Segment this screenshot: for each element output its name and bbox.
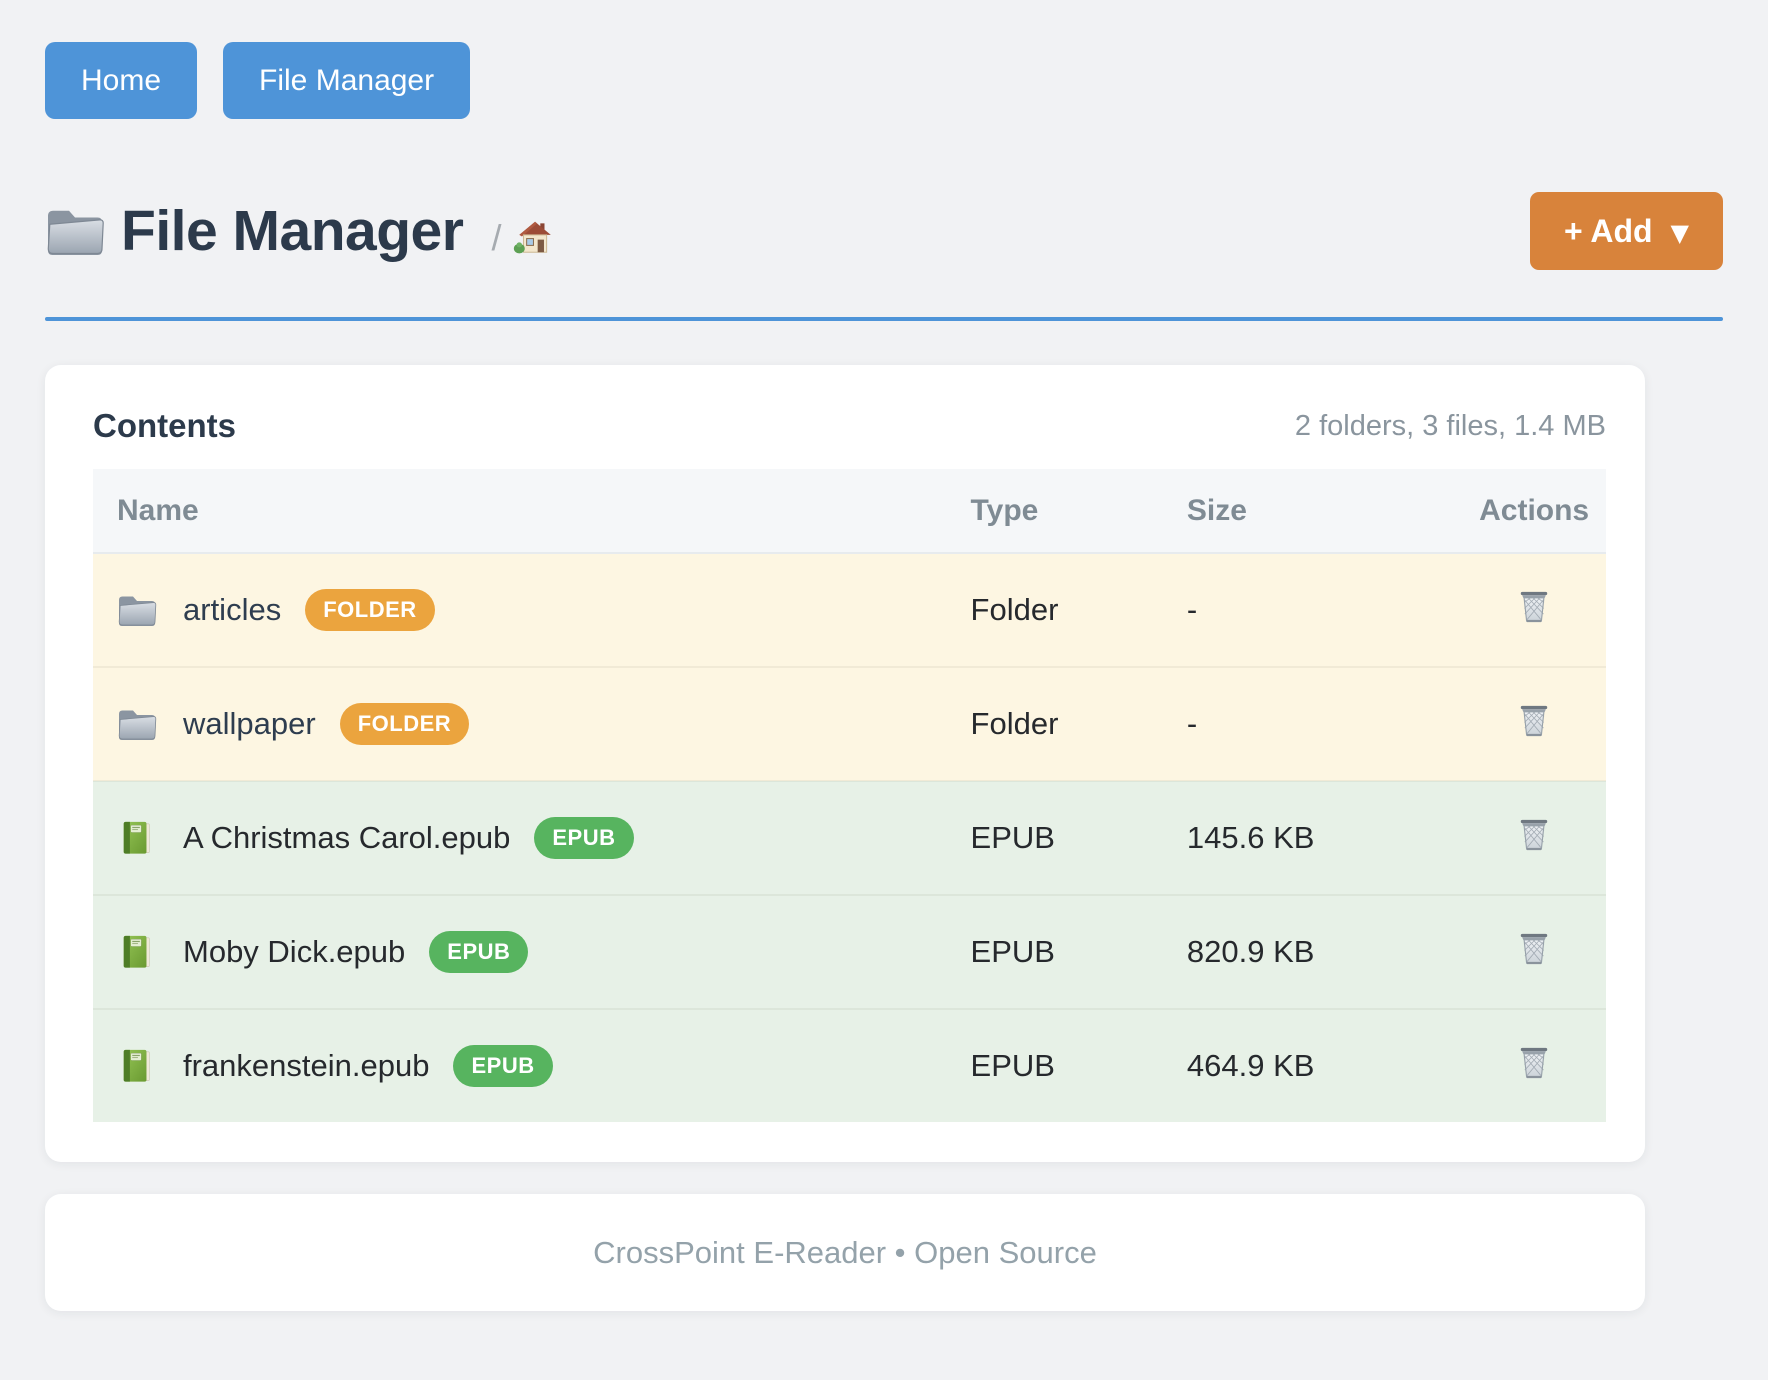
trash-icon — [1517, 816, 1551, 853]
name-cell: articles FOLDER — [93, 553, 971, 667]
nav-file-manager-button[interactable]: File Manager — [223, 42, 471, 119]
table-row: A Christmas Carol.epub EPUB EPUB 145.6 K… — [93, 781, 1606, 895]
table-row: articles FOLDER Folder - — [93, 553, 1606, 667]
contents-card-header: Contents 2 folders, 3 files, 1.4 MB — [93, 407, 1606, 469]
column-header-size: Size — [1186, 469, 1463, 554]
type-badge: FOLDER — [305, 589, 435, 631]
file-manager-page: Home File Manager File Manager / — [45, 42, 1723, 1311]
trash-icon — [1517, 930, 1551, 967]
green-book-icon — [117, 1048, 157, 1084]
footer-text: CrossPoint E-Reader • Open Source — [593, 1234, 1097, 1270]
house-icon — [513, 217, 555, 257]
file-name-link[interactable]: wallpaper — [183, 706, 316, 741]
size-cell: 145.6 KB — [1186, 820, 1315, 855]
title-wrap: File Manager / — [45, 198, 555, 264]
delete-button[interactable] — [1517, 816, 1551, 856]
type-badge: EPUB — [453, 1045, 553, 1087]
file-name-link[interactable]: frankenstein.epub — [183, 1048, 430, 1083]
table-row: Moby Dick.epub EPUB EPUB 820.9 KB — [93, 895, 1606, 1009]
size-cell: - — [1186, 592, 1198, 627]
folder-icon — [45, 205, 105, 257]
delete-button[interactable] — [1517, 930, 1551, 970]
breadcrumb-separator: / — [491, 217, 502, 258]
size-cell: 464.9 KB — [1186, 1048, 1315, 1083]
type-badge: FOLDER — [339, 703, 470, 745]
trash-icon — [1517, 588, 1551, 625]
size-cell: - — [1186, 706, 1198, 741]
type-cell: EPUB — [970, 1048, 1055, 1083]
actions-cell — [1462, 895, 1606, 1009]
name-cell: frankenstein.epub EPUB — [93, 1009, 971, 1122]
title-underline — [45, 317, 1723, 321]
contents-summary: 2 folders, 3 files, 1.4 MB — [1294, 409, 1606, 442]
type-cell: EPUB — [970, 820, 1055, 855]
page-header: File Manager / + Add — [45, 189, 1723, 273]
type-badge: EPUB — [534, 817, 634, 859]
delete-button[interactable] — [1517, 1044, 1551, 1084]
type-badge: EPUB — [429, 931, 529, 973]
type-cell: EPUB — [970, 934, 1055, 969]
contents-table: Name Type Size Actions articles FOLDER F… — [93, 469, 1606, 1122]
actions-cell — [1462, 553, 1606, 667]
table-row: frankenstein.epub EPUB EPUB 464.9 KB — [93, 1009, 1606, 1122]
table-header-row: Name Type Size Actions — [93, 469, 1606, 554]
name-cell: Moby Dick.epub EPUB — [93, 895, 971, 1009]
contents-heading: Contents — [93, 407, 236, 444]
file-name-link[interactable]: A Christmas Carol.epub — [183, 820, 511, 855]
add-button[interactable]: + Add ▼ — [1529, 192, 1723, 270]
actions-cell — [1462, 667, 1606, 781]
trash-icon — [1517, 702, 1551, 739]
file-name-link[interactable]: articles — [183, 592, 282, 627]
table-row: wallpaper FOLDER Folder - — [93, 667, 1606, 781]
folder-icon — [117, 592, 157, 628]
type-cell: Folder — [970, 592, 1059, 627]
green-book-icon — [117, 820, 157, 856]
type-cell: Folder — [970, 706, 1059, 741]
top-nav: Home File Manager — [45, 42, 1723, 119]
green-book-icon — [117, 934, 157, 970]
trash-icon — [1517, 1044, 1551, 1081]
delete-button[interactable] — [1517, 588, 1551, 628]
nav-home-button[interactable]: Home — [45, 42, 198, 119]
column-header-actions: Actions — [1462, 469, 1606, 554]
size-cell: 820.9 KB — [1186, 934, 1315, 969]
column-header-type: Type — [970, 469, 1187, 554]
actions-cell — [1462, 781, 1606, 895]
name-cell: A Christmas Carol.epub EPUB — [93, 781, 971, 895]
breadcrumb-home-button[interactable] — [513, 217, 555, 257]
column-header-name: Name — [93, 469, 971, 554]
file-name-link[interactable]: Moby Dick.epub — [183, 934, 406, 969]
add-button-label: + Add — [1563, 212, 1653, 249]
folder-icon — [117, 706, 157, 742]
actions-cell — [1462, 1009, 1606, 1122]
footer: CrossPoint E-Reader • Open Source — [45, 1194, 1645, 1311]
name-cell: wallpaper FOLDER — [93, 667, 971, 781]
contents-card: Contents 2 folders, 3 files, 1.4 MB Name… — [45, 365, 1645, 1162]
page-title: File Manager — [121, 199, 464, 263]
caret-down-icon: ▼ — [1670, 218, 1689, 247]
delete-button[interactable] — [1517, 702, 1551, 742]
